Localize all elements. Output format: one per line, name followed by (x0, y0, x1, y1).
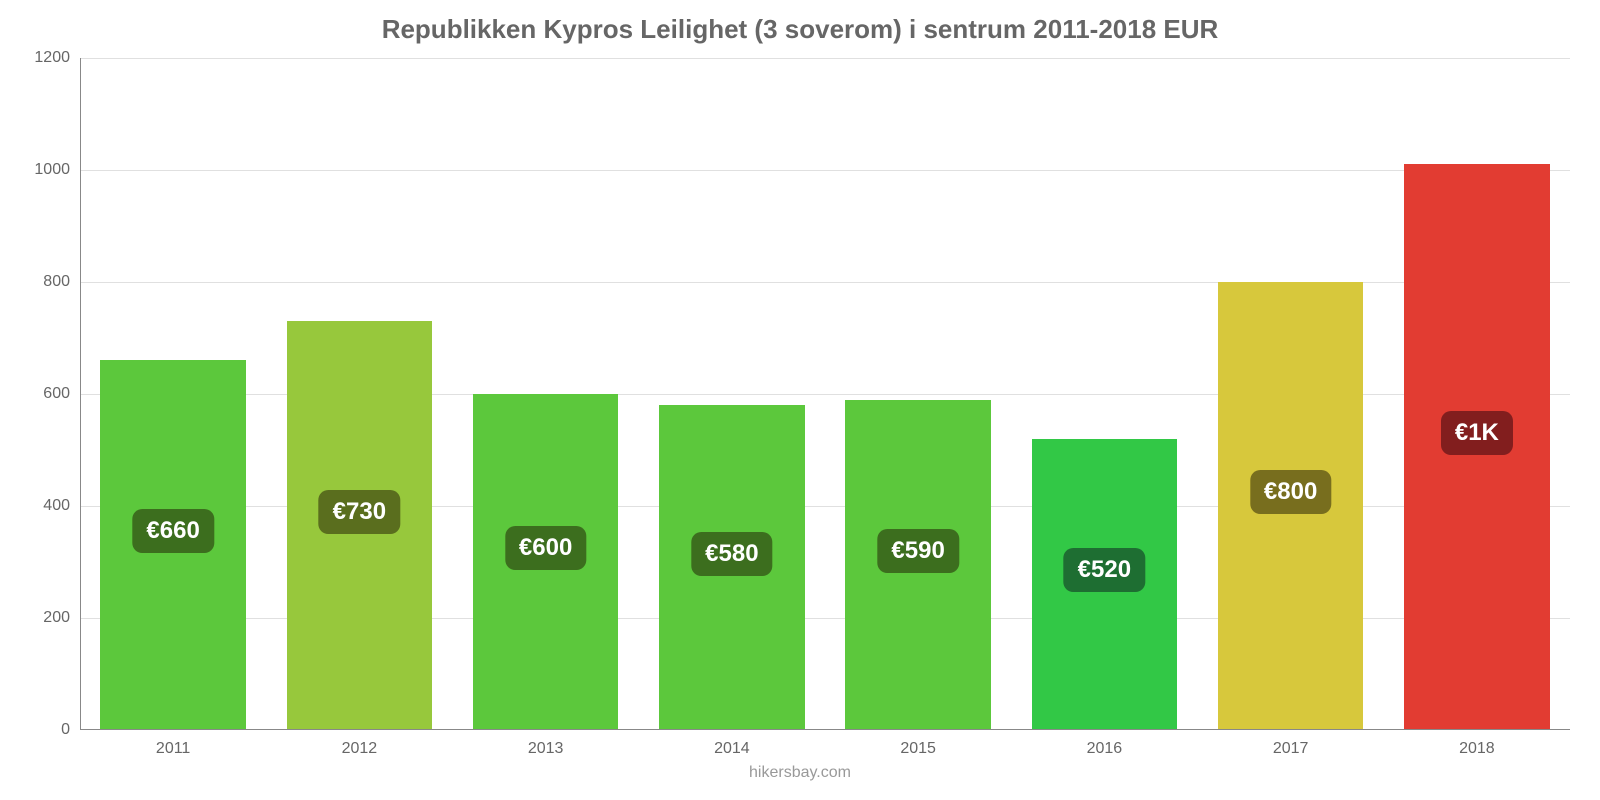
ytick-label: 400 (30, 497, 70, 515)
bar-slot: €8002017 (1198, 58, 1384, 730)
xtick-label: 2013 (453, 740, 639, 758)
xtick-label: 2016 (1011, 740, 1197, 758)
ytick-label: 1200 (30, 49, 70, 67)
value-badge: €800 (1250, 470, 1331, 514)
value-badge: €580 (691, 532, 772, 576)
bar-slot: €5802014 (639, 58, 825, 730)
value-badge: €600 (505, 526, 586, 570)
xtick-label: 2014 (639, 740, 825, 758)
bar-slot: €1K2018 (1384, 58, 1570, 730)
value-badge: €520 (1064, 548, 1145, 592)
y-axis-line (80, 58, 81, 730)
bar-slot: €5202016 (1011, 58, 1197, 730)
value-badge: €660 (132, 509, 213, 553)
ytick-label: 200 (30, 609, 70, 627)
xtick-label: 2015 (825, 740, 1011, 758)
chart-title: Republikken Kypros Leilighet (3 soverom)… (0, 14, 1600, 45)
plot-area: 020040060080010001200 €6602011€7302012€6… (80, 58, 1570, 730)
bar-slot: €6602011 (80, 58, 266, 730)
xtick-label: 2011 (80, 740, 266, 758)
value-badge: €730 (319, 490, 400, 534)
xtick-label: 2017 (1198, 740, 1384, 758)
xtick-label: 2018 (1384, 740, 1570, 758)
bars-layer: €6602011€7302012€6002013€5802014€5902015… (80, 58, 1570, 730)
x-axis-line (80, 729, 1570, 730)
value-badge: €1K (1441, 411, 1513, 455)
ytick-label: 1000 (30, 161, 70, 179)
chart-footer: hikersbay.com (0, 764, 1600, 782)
ytick-label: 800 (30, 273, 70, 291)
bar-slot: €6002013 (453, 58, 639, 730)
bar-slot: €7302012 (266, 58, 452, 730)
xtick-label: 2012 (266, 740, 452, 758)
value-badge: €590 (877, 529, 958, 573)
bar-slot: €5902015 (825, 58, 1011, 730)
chart-container: Republikken Kypros Leilighet (3 soverom)… (0, 0, 1600, 800)
ytick-label: 600 (30, 385, 70, 403)
ytick-label: 0 (30, 721, 70, 739)
